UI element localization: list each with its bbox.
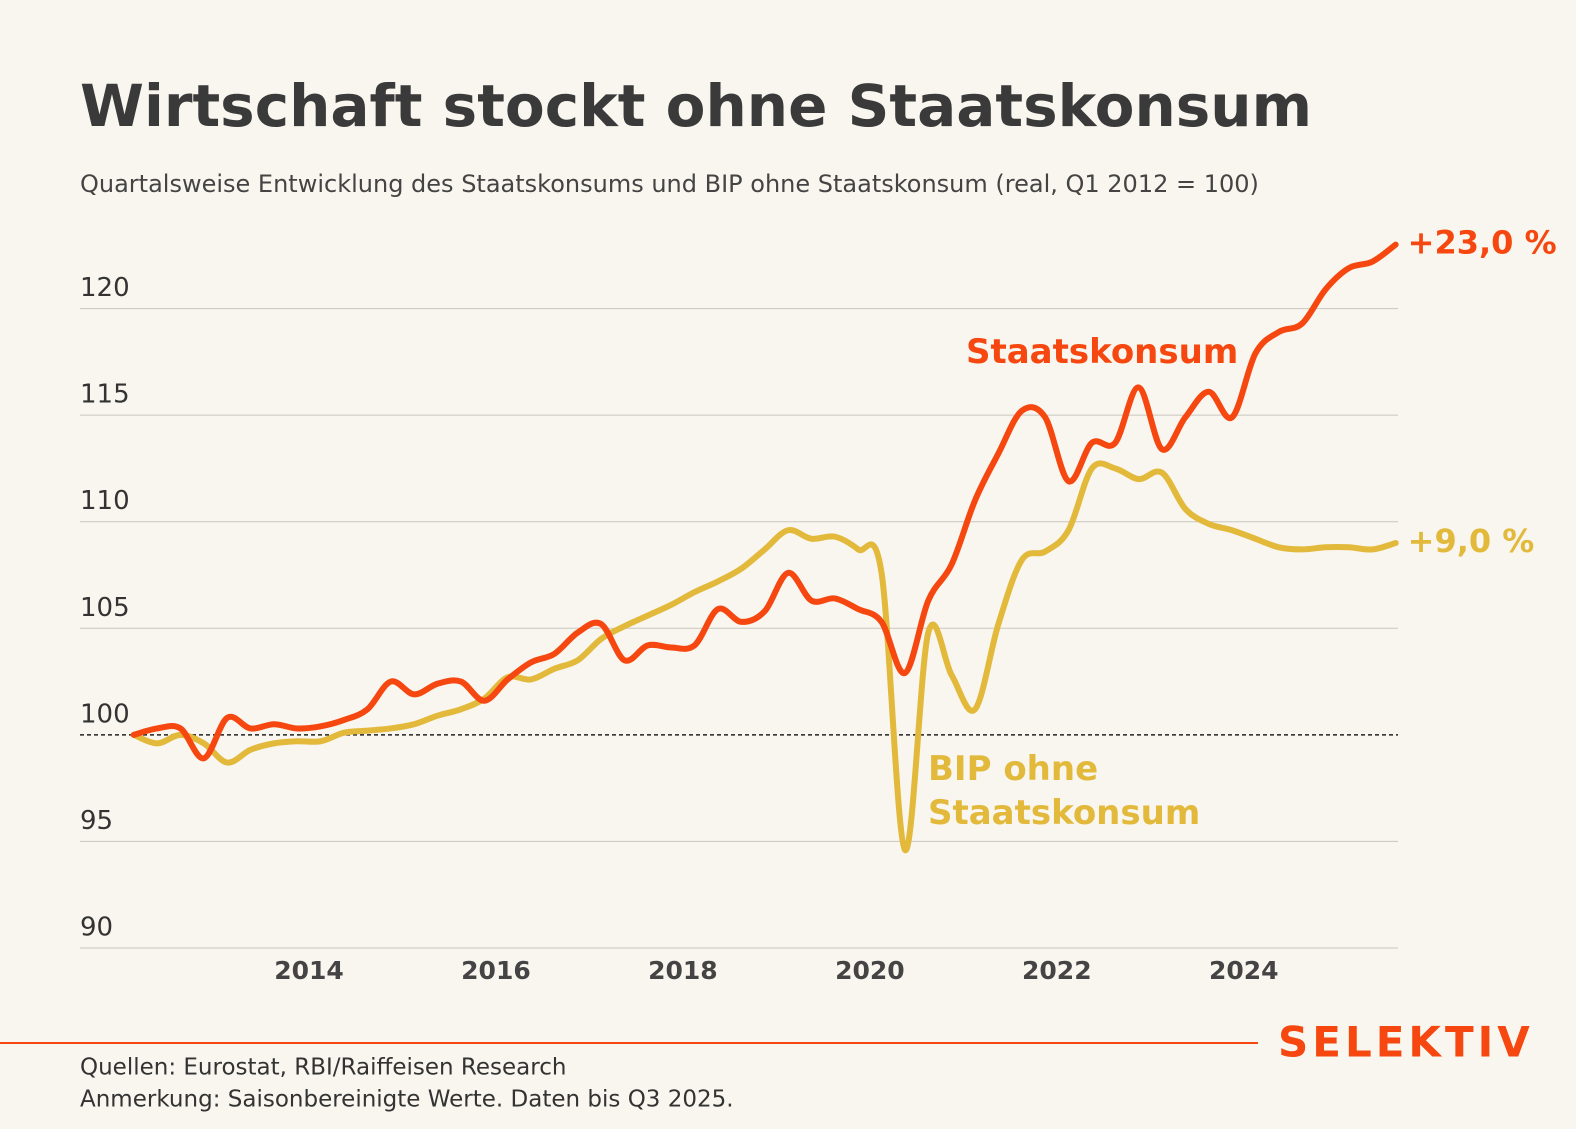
y-tick-label: 90 — [80, 913, 113, 943]
series-line — [130, 241, 1399, 762]
x-tick-label: 2014 — [274, 956, 344, 985]
x-tick-label: 2020 — [835, 956, 905, 985]
y-tick-label: 120 — [80, 273, 130, 303]
chart-subtitle: Quartalsweise Entwicklung des Staatskons… — [80, 170, 1259, 198]
y-tick-label: 115 — [80, 380, 130, 410]
y-tick-label: 95 — [80, 806, 113, 836]
brand: SELEKTIV — [1278, 1018, 1534, 1067]
series-label: BIP ohne Staatskonsum — [928, 749, 1201, 833]
x-tick-label: 2022 — [1022, 956, 1092, 985]
end-label: +9,0 % — [1408, 522, 1535, 560]
chart-title: Wirtschaft stockt ohne Staatskonsum — [80, 72, 1312, 140]
series-label: Staatskonsum — [966, 332, 1239, 372]
sources: Quellen: Eurostat, RBI/Raiffeisen Resear… — [80, 1055, 566, 1081]
series-line — [130, 460, 1399, 853]
end-label: +23,0 % — [1408, 224, 1557, 262]
y-tick-label: 105 — [80, 593, 130, 623]
x-tick-label: 2018 — [648, 956, 718, 985]
note: Anmerkung: Saisonbereinigte Werte. Daten… — [80, 1087, 734, 1113]
x-tick-label: 2024 — [1209, 956, 1279, 985]
y-tick-label: 100 — [80, 699, 130, 729]
y-tick-label: 110 — [80, 486, 130, 516]
x-tick-label: 2016 — [461, 956, 531, 985]
